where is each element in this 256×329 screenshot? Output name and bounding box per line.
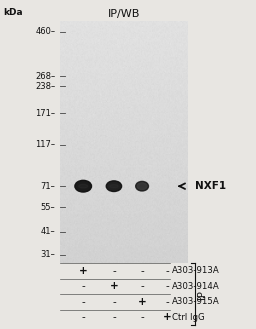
Text: -: - [81, 312, 85, 322]
Ellipse shape [79, 184, 88, 188]
Text: -: - [140, 312, 144, 322]
Text: 71–: 71– [40, 182, 55, 191]
Ellipse shape [110, 185, 118, 188]
Text: -: - [81, 281, 85, 291]
Ellipse shape [136, 181, 148, 191]
Text: A303-914A: A303-914A [172, 282, 220, 291]
Text: Ctrl IgG: Ctrl IgG [172, 313, 205, 322]
Text: -: - [140, 281, 144, 291]
Text: -: - [112, 297, 116, 307]
Text: IP: IP [197, 290, 207, 298]
Ellipse shape [106, 181, 122, 191]
Text: 117–: 117– [35, 140, 55, 149]
Text: -: - [140, 266, 144, 276]
Ellipse shape [75, 180, 91, 192]
Text: +: + [163, 312, 172, 322]
Text: 41–: 41– [41, 227, 55, 236]
Text: +: + [138, 297, 146, 307]
Text: 171–: 171– [35, 109, 55, 118]
Text: A303-913A: A303-913A [172, 266, 220, 275]
Text: +: + [110, 281, 118, 291]
Text: -: - [166, 281, 169, 291]
Text: 238–: 238– [35, 82, 55, 90]
Text: -: - [166, 297, 169, 307]
Text: 31–: 31– [40, 250, 55, 259]
Text: kDa: kDa [3, 8, 23, 17]
Text: A303-915A: A303-915A [172, 297, 220, 306]
Text: NXF1: NXF1 [195, 181, 226, 191]
Text: 268–: 268– [35, 72, 55, 81]
Text: IP/WB: IP/WB [108, 9, 140, 19]
Ellipse shape [138, 185, 146, 188]
Text: -: - [112, 312, 116, 322]
Text: 460–: 460– [35, 27, 55, 36]
Text: -: - [112, 266, 116, 276]
Text: 55–: 55– [41, 203, 55, 212]
Text: -: - [81, 297, 85, 307]
Text: -: - [166, 266, 169, 276]
Text: +: + [79, 266, 88, 276]
